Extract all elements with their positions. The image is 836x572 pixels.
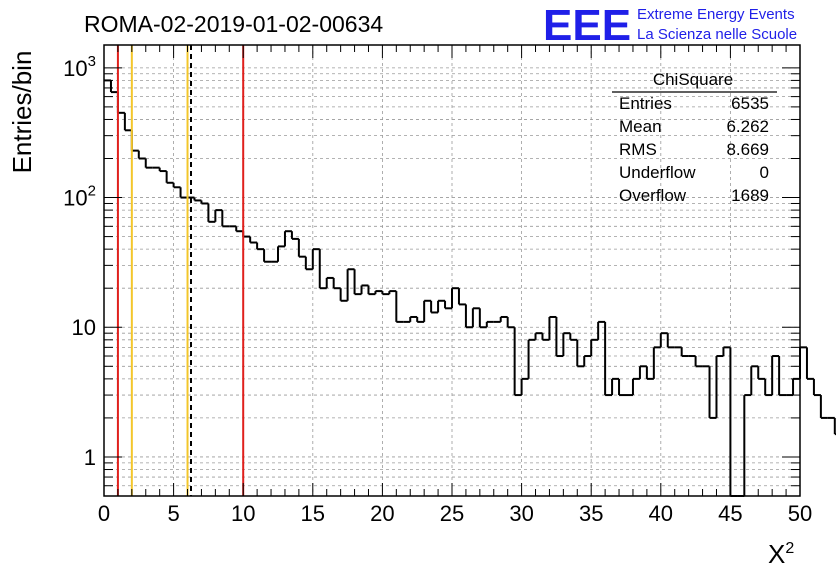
logo-line1: Extreme Energy Events: [637, 6, 795, 23]
grid: [104, 45, 800, 496]
eee-logo: EEE Extreme Energy Events La Scienza nel…: [543, 1, 797, 50]
y-axis-title: Entries/bin: [7, 51, 37, 174]
chart-title: ROMA-02-2019-01-02-00634: [84, 11, 383, 37]
y-tick-label: 1: [84, 445, 96, 470]
x-axis-title-base: X: [768, 539, 785, 569]
x-tick-label: 35: [579, 501, 603, 526]
x-axis-title: X2: [768, 539, 794, 569]
logo-mark: EEE: [543, 1, 631, 50]
x-tick-label: 15: [301, 501, 325, 526]
stats-value-overflow: 1689: [731, 186, 769, 205]
stats-label-underflow: Underflow: [619, 163, 696, 182]
x-axis-ticks: 0 5 10 15 20 25 30 35 40 45 50: [98, 45, 812, 526]
stats-value-entries: 6535: [731, 94, 769, 113]
y-axis-ticks: 1 10 102 103: [63, 53, 800, 497]
stats-label-overflow: Overflow: [619, 186, 687, 205]
stats-box: ChiSquare Entries 6535 Mean 6.262 RMS 8.…: [612, 70, 777, 205]
x-tick-label: 10: [231, 501, 255, 526]
y-tick-label: 102: [63, 183, 96, 211]
y-tick-label: 103: [63, 53, 96, 81]
histogram-series: [104, 79, 836, 497]
x-tick-label: 50: [788, 501, 812, 526]
stats-value-mean: 6.262: [726, 117, 769, 136]
stats-value-underflow: 0: [760, 163, 769, 182]
reference-lines: [116, 45, 245, 496]
logo-line2: La Scienza nelle Scuole: [637, 26, 797, 43]
y-tick-label: 10: [72, 315, 96, 340]
x-tick-label: 5: [167, 501, 179, 526]
x-tick-label: 30: [509, 501, 533, 526]
stats-title: ChiSquare: [653, 70, 733, 89]
x-axis-title-superscript: 2: [785, 540, 794, 557]
stats-label-entries: Entries: [619, 94, 672, 113]
stats-label-mean: Mean: [619, 117, 662, 136]
x-tick-label: 20: [370, 501, 394, 526]
x-tick-label: 0: [98, 501, 110, 526]
x-tick-label: 25: [440, 501, 464, 526]
x-tick-label: 45: [718, 501, 742, 526]
stats-label-rms: RMS: [619, 140, 657, 159]
x-tick-label: 40: [649, 501, 673, 526]
stats-value-rms: 8.669: [726, 140, 769, 159]
